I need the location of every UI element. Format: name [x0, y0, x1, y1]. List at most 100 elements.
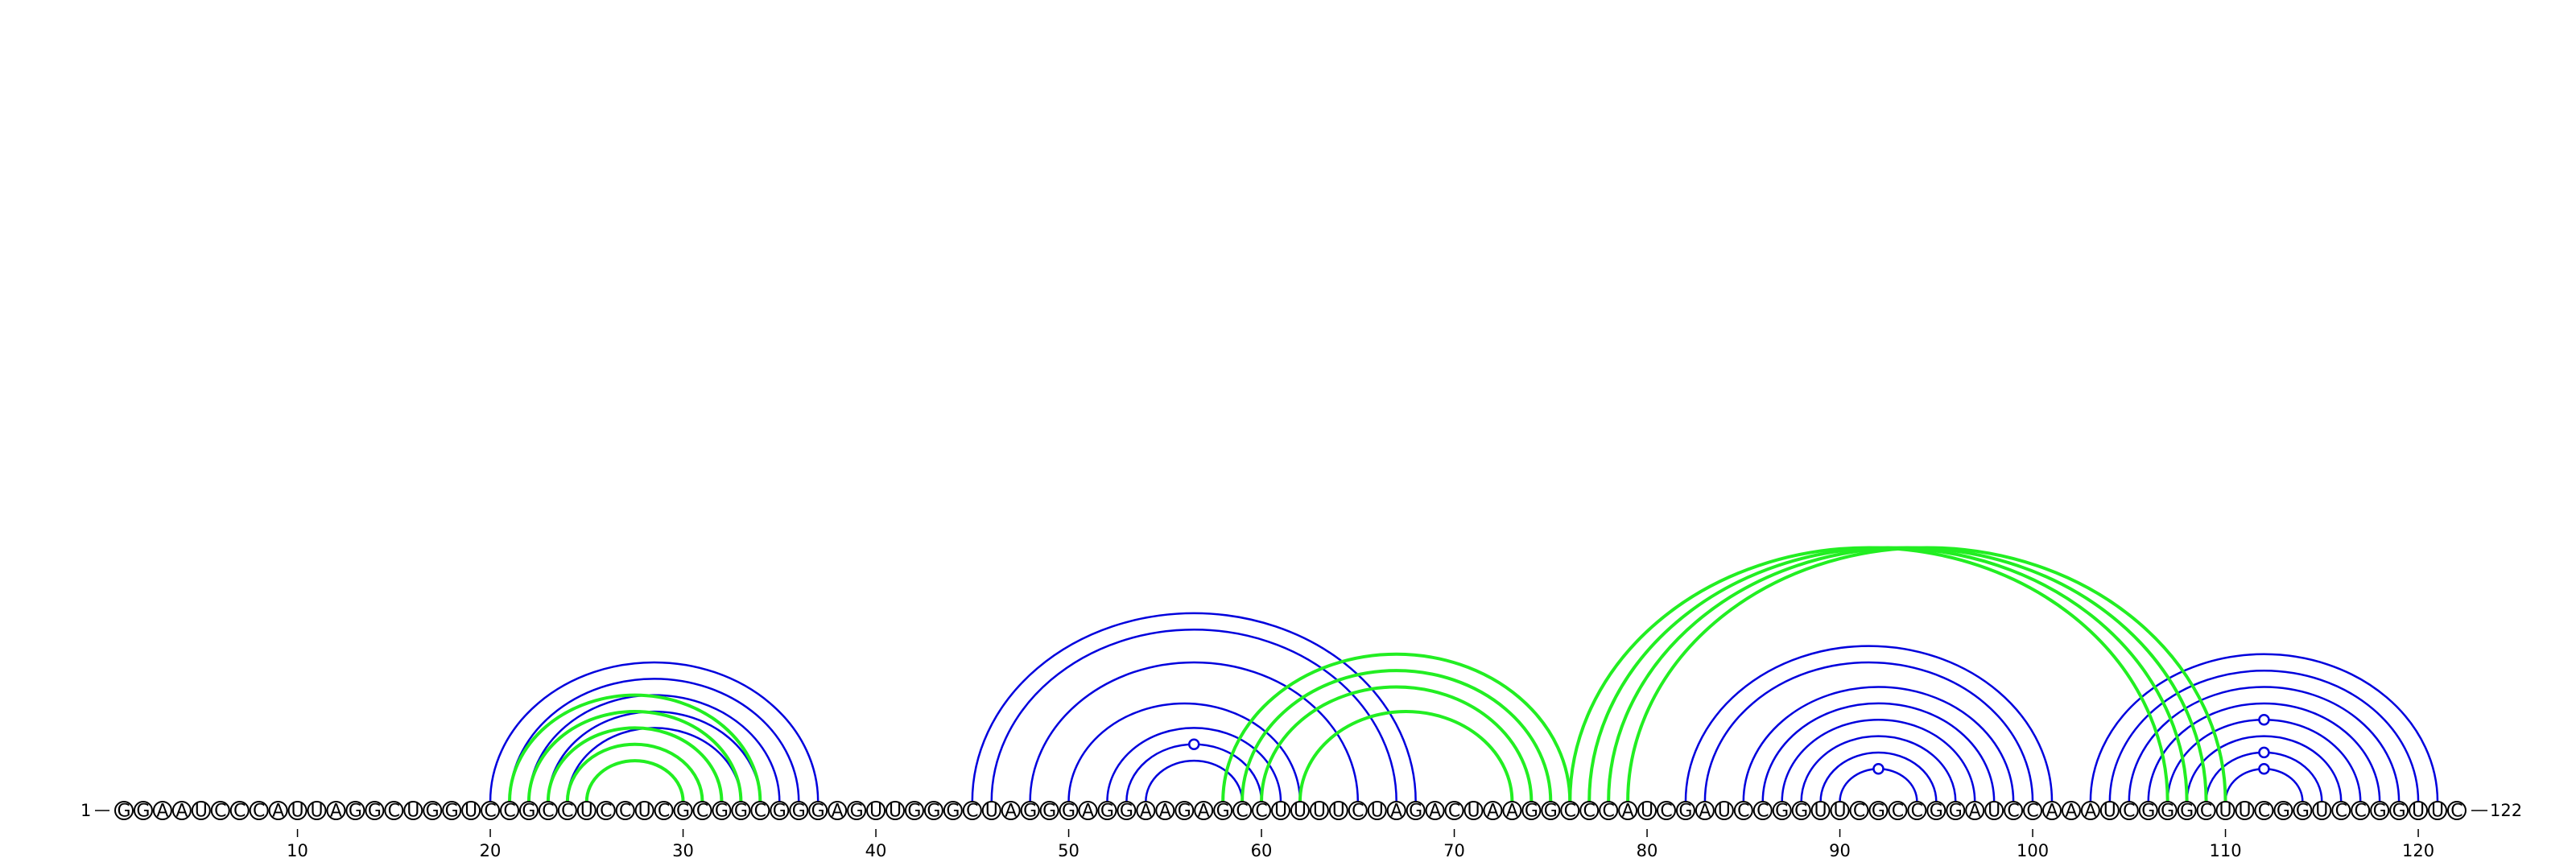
arc-pair-b: [526, 710, 743, 802]
nucleotide-circle: [1560, 801, 1580, 820]
nucleotide-circle: [1695, 801, 1715, 820]
nucleotide-circle: [1348, 801, 1368, 820]
nucleotide-letter: G: [1525, 802, 1538, 822]
tick-label: 80: [1637, 841, 1658, 858]
tick-label: 20: [480, 841, 502, 858]
nucleotide-letter: U: [310, 802, 323, 822]
nucleotide-circle: [1059, 801, 1079, 820]
nucleotide-letter: G: [792, 802, 806, 822]
tick-label: 50: [1058, 841, 1080, 858]
nucleotide-letter: C: [2258, 802, 2270, 822]
nucleotide-letter: G: [1775, 802, 1789, 822]
nucleotide-circle: [2157, 801, 2178, 820]
nucleotide-letter: C: [503, 802, 515, 822]
nucleotide-circle: [2119, 801, 2139, 820]
nucleotide-letter: G: [1794, 802, 1808, 822]
nucleotide-circle: [1772, 801, 1792, 820]
nucleotide-circle: [576, 801, 597, 820]
arc-pair-a: [1029, 661, 1360, 802]
arc-pair-a: [1684, 645, 2054, 802]
nucleotide-letter: U: [1833, 802, 1846, 822]
nucleotide-letter: C: [600, 802, 612, 822]
nucleotide-circle: [1367, 801, 1387, 820]
nucleotide-circle: [249, 801, 269, 820]
nucleotide-circle: [1155, 801, 1175, 820]
nucleotide-circle: [1097, 801, 1117, 820]
nucleotide-circle: [538, 801, 558, 820]
nucleotide-circle: [518, 801, 539, 820]
nucleotide-circle: [904, 801, 924, 820]
nucleotide-circle: [2428, 801, 2447, 820]
nucleotide-circle: [1791, 801, 1811, 820]
nucleotide-circle: [1290, 801, 1310, 820]
nucleotide-circle: [2177, 801, 2197, 820]
nucleotide-letter: U: [1371, 802, 1384, 822]
nucleotide-circle: [442, 801, 462, 820]
nucleotide-circle: [1599, 801, 1619, 820]
nucleotide-circle: [2215, 801, 2235, 820]
nucleotide-letter: U: [985, 802, 998, 822]
nucleotide-circle: [1020, 801, 1040, 820]
nucleotide-letter: C: [2200, 802, 2212, 822]
arc-pair-a: [2089, 653, 2439, 802]
gu-pair-marker: [2258, 746, 2270, 759]
arc-pair-a: [1067, 702, 1302, 802]
nucleotide-letter: C: [388, 802, 400, 822]
start-label: 1: [80, 801, 91, 820]
nucleotide-letter: U: [1313, 802, 1326, 822]
nucleotide-circle: [1521, 801, 1542, 820]
end-label: 122: [2490, 801, 2522, 820]
nucleotide-letter: G: [1872, 802, 1885, 822]
nucleotide-letter: U: [1274, 802, 1287, 822]
nucleotide-letter: G: [349, 802, 362, 822]
nucleotide-circle: [114, 801, 134, 820]
nucleotide-letter: G: [1544, 802, 1558, 822]
nucleotide-circle: [1965, 801, 1985, 820]
arc-pair-a: [1106, 727, 1282, 802]
nucleotide-letter: C: [1352, 802, 1364, 822]
nucleotide-circle: [886, 801, 905, 820]
nucleotide-circle: [384, 801, 404, 820]
nucleotide-letter: A: [1198, 802, 1210, 822]
position-axis: 10 20 30 40 50 60 70 80 90 100 110 120: [287, 829, 2434, 858]
nucleotide-letter: C: [542, 802, 554, 822]
nucleotide-letter: C: [561, 802, 573, 822]
nucleotide-circle: [2061, 801, 2081, 820]
arc-pair-a: [1761, 702, 1996, 802]
nucleotide-letter: G: [426, 802, 440, 822]
nucleotide-letter: A: [2084, 802, 2096, 822]
nucleotide-letter: U: [195, 802, 208, 822]
nucleotide-letter: C: [1448, 802, 1460, 822]
nucleotide-circle: [847, 801, 867, 820]
nucleotide-letter: A: [1699, 802, 1711, 822]
nucleotide-letter: G: [2392, 802, 2406, 822]
nucleotide-circle: [1039, 801, 1059, 820]
nucleotide-circle: [1752, 801, 1773, 820]
nucleotide-circle: [1579, 801, 1600, 820]
arcs-structure-b: [508, 546, 2227, 802]
nucleotide-circle: [2331, 801, 2351, 820]
nucleotide-letter: G: [522, 802, 535, 822]
nucleotide-circle: [1984, 801, 2004, 820]
nucleotide-circle: [1714, 801, 1734, 820]
nucleotide-letter: C: [484, 802, 496, 822]
arc-pair-a: [1800, 735, 1957, 802]
nucleotide-letter: C: [1583, 802, 1596, 822]
arc-pair-a: [1781, 718, 1976, 802]
nucleotide-circle: [287, 801, 308, 820]
nucleotide-circle: [1252, 801, 1272, 820]
nucleotide-circle: [1174, 801, 1195, 820]
tick-label: 70: [1443, 841, 1465, 858]
nucleotide-circle: [1328, 801, 1348, 820]
nucleotide-letter: G: [445, 802, 459, 822]
nucleotide-letter: G: [1042, 802, 1056, 822]
nucleotide-circle: [1830, 801, 1850, 820]
nucleotide-letter: G: [2141, 802, 2155, 822]
nucleotide-letter: U: [1332, 802, 1345, 822]
nucleotide-circle: [461, 801, 481, 820]
nucleotide-letter: A: [1159, 802, 1171, 822]
nucleotide-circle: [1463, 801, 1484, 820]
tick-label: 60: [1251, 841, 1273, 858]
nucleotide-circle: [1541, 801, 1561, 820]
nucleotide-circle: [654, 801, 674, 820]
